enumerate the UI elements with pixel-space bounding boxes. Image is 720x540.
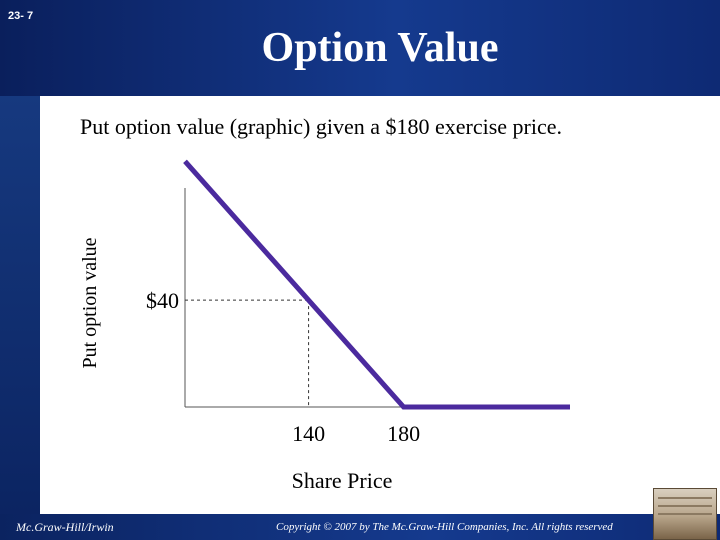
book-cover-thumbnail [653, 488, 717, 540]
slide-subtitle: Put option value (graphic) given a $180 … [80, 114, 563, 139]
left-decor-strip [0, 96, 40, 540]
y-axis-label: Put option value [79, 237, 101, 368]
footer-band [0, 514, 720, 540]
y-tick-label-40: $40 [146, 288, 179, 313]
x-tick-label-140: 140 [292, 421, 325, 446]
footer-copyright: Copyright © 2007 by The Mc.Graw-Hill Com… [276, 521, 613, 533]
slide-title: Option Value [261, 25, 499, 71]
footer-publisher: Mc.Graw-Hill/Irwin [16, 520, 114, 534]
payoff-line-0 [183, 159, 570, 410]
slide-number: 23- 7 [8, 10, 34, 22]
x-tick-label-180: 180 [387, 421, 420, 446]
x-axis-label: Share Price [292, 468, 393, 493]
slide-header [0, 0, 720, 96]
